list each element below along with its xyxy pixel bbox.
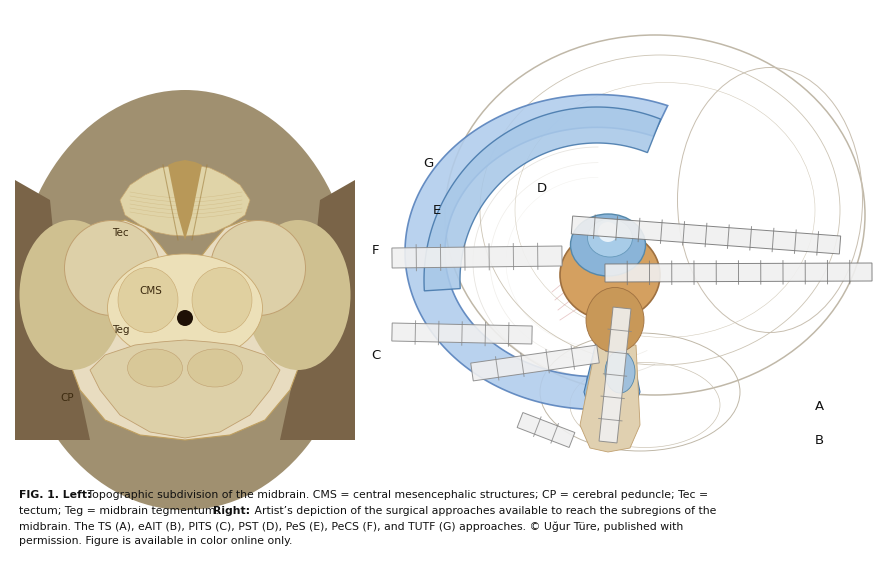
Text: permission. Figure is available in color online only.: permission. Figure is available in color… bbox=[19, 537, 293, 546]
Polygon shape bbox=[424, 107, 661, 291]
Ellipse shape bbox=[587, 219, 633, 257]
Polygon shape bbox=[120, 164, 250, 236]
Polygon shape bbox=[392, 246, 562, 268]
Polygon shape bbox=[405, 94, 668, 409]
Polygon shape bbox=[584, 258, 640, 414]
Text: FIG. 1. Left:: FIG. 1. Left: bbox=[19, 490, 92, 500]
Ellipse shape bbox=[192, 268, 252, 332]
Ellipse shape bbox=[108, 254, 262, 362]
Polygon shape bbox=[55, 220, 315, 440]
Text: Topographic subdivision of the midbrain. CMS = central mesencephalic structures;: Topographic subdivision of the midbrain.… bbox=[84, 490, 708, 500]
Text: D: D bbox=[537, 182, 547, 195]
Polygon shape bbox=[599, 307, 631, 443]
Text: G: G bbox=[423, 157, 434, 170]
Text: CP: CP bbox=[60, 392, 74, 403]
Ellipse shape bbox=[188, 349, 242, 387]
Polygon shape bbox=[572, 216, 841, 254]
Ellipse shape bbox=[246, 220, 350, 370]
Ellipse shape bbox=[65, 220, 159, 316]
Text: Right:: Right: bbox=[213, 506, 250, 515]
Text: E: E bbox=[433, 204, 441, 217]
Ellipse shape bbox=[560, 230, 660, 320]
Circle shape bbox=[598, 222, 618, 242]
Ellipse shape bbox=[571, 214, 646, 276]
Text: midbrain. The TS (A), eAIT (B), PITS (C), PST (D), PeS (E), PeCS (F), and TUTF (: midbrain. The TS (A), eAIT (B), PITS (C)… bbox=[19, 521, 683, 531]
Text: Tec: Tec bbox=[112, 228, 129, 239]
Text: B: B bbox=[815, 434, 824, 447]
Circle shape bbox=[177, 310, 193, 326]
Polygon shape bbox=[580, 345, 640, 452]
Ellipse shape bbox=[211, 220, 306, 316]
Ellipse shape bbox=[15, 90, 355, 510]
Polygon shape bbox=[168, 160, 202, 240]
Text: CMS: CMS bbox=[139, 285, 162, 296]
Polygon shape bbox=[605, 263, 872, 282]
Ellipse shape bbox=[605, 351, 635, 393]
Polygon shape bbox=[471, 345, 600, 381]
Text: F: F bbox=[372, 244, 379, 257]
Text: C: C bbox=[371, 349, 380, 362]
Text: Artist’s depiction of the surgical approaches available to reach the subregions : Artist’s depiction of the surgical appro… bbox=[251, 506, 717, 515]
Polygon shape bbox=[90, 340, 280, 438]
Polygon shape bbox=[517, 412, 575, 447]
Ellipse shape bbox=[128, 349, 183, 387]
Ellipse shape bbox=[586, 288, 644, 352]
Text: tectum; Teg = midbrain tegmentum.: tectum; Teg = midbrain tegmentum. bbox=[19, 506, 223, 515]
Polygon shape bbox=[392, 323, 532, 344]
Text: Teg: Teg bbox=[112, 325, 129, 335]
Ellipse shape bbox=[118, 268, 178, 332]
Polygon shape bbox=[15, 180, 90, 440]
Polygon shape bbox=[280, 180, 355, 440]
Ellipse shape bbox=[19, 220, 124, 370]
Text: A: A bbox=[815, 400, 824, 412]
